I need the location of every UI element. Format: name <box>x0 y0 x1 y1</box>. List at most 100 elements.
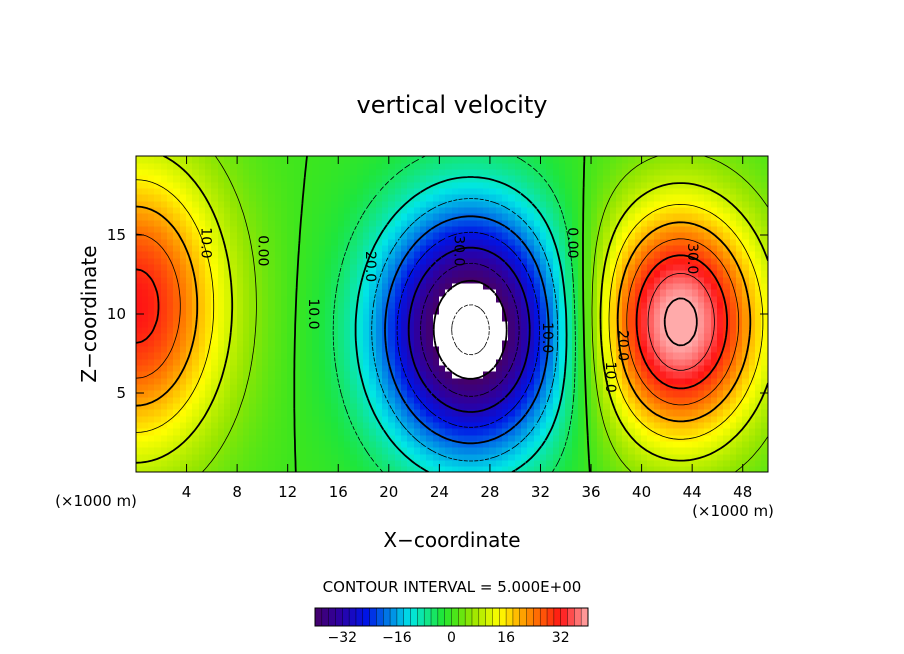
heat-cell <box>237 282 245 290</box>
heat-cell <box>224 276 232 284</box>
heat-cell <box>666 231 675 240</box>
heat-cell <box>572 219 580 227</box>
heat-cell <box>628 168 637 176</box>
heat-cell <box>369 257 378 265</box>
heat-cell <box>610 446 618 455</box>
heat-cell <box>357 364 365 372</box>
heat-cell <box>268 181 277 189</box>
heat-cell <box>350 269 359 278</box>
heat-cell <box>641 427 649 436</box>
heat-cell <box>572 314 580 322</box>
heat-cell <box>755 174 763 183</box>
heat-cell <box>597 396 605 404</box>
heat-cell <box>154 326 163 334</box>
heat-cell <box>344 231 352 240</box>
heat-cell <box>685 156 694 164</box>
heat-cell <box>641 396 649 404</box>
heat-cell <box>161 244 169 252</box>
heat-cell <box>306 465 314 472</box>
heat-cell <box>388 364 397 372</box>
heat-cell <box>401 257 409 265</box>
heat-cell <box>363 307 371 315</box>
heat-cell <box>647 396 656 404</box>
heat-cell <box>173 212 182 221</box>
heat-cell <box>458 396 466 404</box>
heat-cell <box>489 453 498 461</box>
heat-cell <box>180 453 188 461</box>
heat-cell <box>584 219 593 227</box>
heat-cell <box>496 156 504 164</box>
heat-cell <box>388 434 397 442</box>
heat-cell <box>439 421 447 429</box>
heat-cell <box>591 301 599 309</box>
heat-cell <box>502 427 510 436</box>
heat-cell <box>685 168 694 176</box>
heat-cell <box>350 174 359 183</box>
heat-cell <box>199 250 207 259</box>
heat-cell <box>692 440 700 448</box>
heat-cell <box>199 326 207 334</box>
heat-cell <box>654 370 662 379</box>
heat-cell <box>610 193 618 202</box>
heat-cell <box>546 288 555 297</box>
heat-cell <box>527 351 536 360</box>
heat-cell <box>294 326 302 334</box>
heat-cell <box>591 358 599 366</box>
heat-cell <box>350 288 359 297</box>
heat-cell <box>489 421 498 429</box>
heat-cell <box>306 408 314 417</box>
heat-cell <box>218 219 226 227</box>
heat-cell <box>148 389 156 398</box>
heat-cell <box>445 250 453 259</box>
heat-cell <box>660 162 668 170</box>
heat-cell <box>344 377 352 385</box>
heat-cell <box>173 162 182 170</box>
heat-cell <box>199 389 207 398</box>
heat-cell <box>508 263 517 271</box>
heat-cell <box>275 314 283 322</box>
heat-cell <box>167 301 175 309</box>
heat-cell <box>591 320 599 328</box>
heat-cell <box>660 314 668 322</box>
heat-cell <box>382 187 390 195</box>
heat-cell <box>622 238 630 246</box>
heat-cell <box>218 269 226 278</box>
heat-cell <box>186 370 194 379</box>
heat-cell <box>565 370 574 379</box>
heat-cell <box>300 314 308 322</box>
heat-cell <box>534 244 542 252</box>
heat-cell <box>275 219 283 227</box>
heat-cell <box>578 370 586 379</box>
heat-cell <box>256 282 264 290</box>
heat-cell <box>350 231 359 240</box>
heat-cell <box>338 301 346 309</box>
heat-cell <box>464 415 472 423</box>
heat-cell <box>338 326 346 334</box>
heat-cell <box>211 434 220 442</box>
heat-cell <box>211 156 220 164</box>
heat-cell <box>515 307 523 315</box>
heat-cell <box>647 225 656 233</box>
heat-cell <box>338 174 346 183</box>
heat-cell <box>199 181 207 189</box>
heat-cell <box>218 465 226 472</box>
heat-cell <box>268 295 277 303</box>
heat-cell <box>603 408 611 417</box>
heat-cell <box>610 282 618 290</box>
heat-cell <box>673 332 681 341</box>
heat-cell <box>350 156 359 164</box>
heat-cell <box>294 307 302 315</box>
heat-cell <box>515 288 523 297</box>
heat-cell <box>218 288 226 297</box>
heat-cell <box>350 421 359 429</box>
heat-cell <box>477 257 485 265</box>
heat-cell <box>363 434 371 442</box>
heat-cell <box>256 402 264 410</box>
heat-cell <box>350 212 359 221</box>
heat-cell <box>452 421 460 429</box>
heat-cell <box>243 408 251 417</box>
heat-cell <box>635 288 643 297</box>
heat-cell <box>464 465 472 472</box>
heat-cell <box>559 326 567 334</box>
heat-cell <box>388 181 397 189</box>
